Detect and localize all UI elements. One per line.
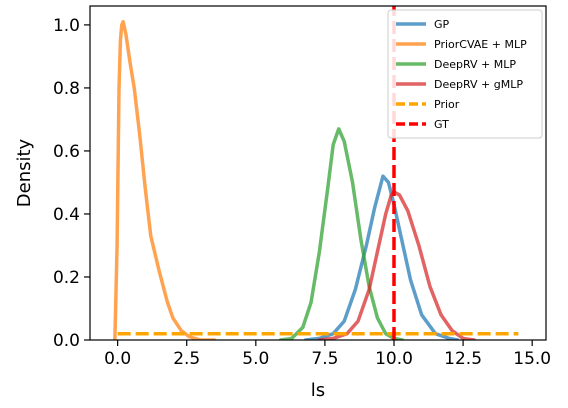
plot-area bbox=[113, 6, 519, 340]
x-tick-label: 0.0 bbox=[104, 349, 131, 369]
y-tick-label: 0.6 bbox=[53, 142, 80, 162]
y-axis-label: Density bbox=[14, 138, 35, 207]
legend-label: DeepRV + MLP bbox=[434, 58, 516, 71]
y-tick-label: 0.0 bbox=[53, 331, 80, 351]
y-tick-label: 0.2 bbox=[53, 268, 80, 288]
y-tick-label: 0.8 bbox=[53, 79, 80, 99]
legend: GP PriorCVAE + MLP DeepRV + MLP DeepRV + gM… bbox=[387, 9, 543, 139]
series-line-deeprv-mlp bbox=[278, 127, 405, 340]
legend-label: GP bbox=[434, 18, 450, 31]
plot-frame bbox=[89, 5, 547, 341]
x-tick-label: 2.5 bbox=[173, 349, 200, 369]
x-tick-label: 10.0 bbox=[375, 349, 413, 369]
y-tick-label: 0.4 bbox=[53, 205, 80, 225]
x-tick-label: 7.5 bbox=[311, 349, 338, 369]
series-line-priorcvae-mlp bbox=[113, 20, 217, 340]
legend-box bbox=[387, 9, 543, 139]
legend-label: DeepRV + gMLP bbox=[434, 78, 523, 91]
legend-label: PriorCVAE + MLP bbox=[434, 38, 527, 51]
legend-label: GT bbox=[434, 118, 449, 131]
x-tick-label: 15.0 bbox=[513, 349, 551, 369]
series-layer bbox=[113, 6, 519, 340]
axes-layer: 0.0 2.5 5.0 7.5 10.0 12.5 15.0 0.0 0.2 0.4 0.6 0.8 1… bbox=[14, 5, 551, 401]
y-tick-label: 1.0 bbox=[53, 16, 80, 36]
x-axis-label: ls bbox=[311, 380, 325, 401]
x-tick-label: 5.0 bbox=[242, 349, 269, 369]
x-tick-label: 12.5 bbox=[444, 349, 482, 369]
series-line-gp bbox=[303, 174, 460, 340]
legend-label: Prior bbox=[434, 98, 460, 111]
